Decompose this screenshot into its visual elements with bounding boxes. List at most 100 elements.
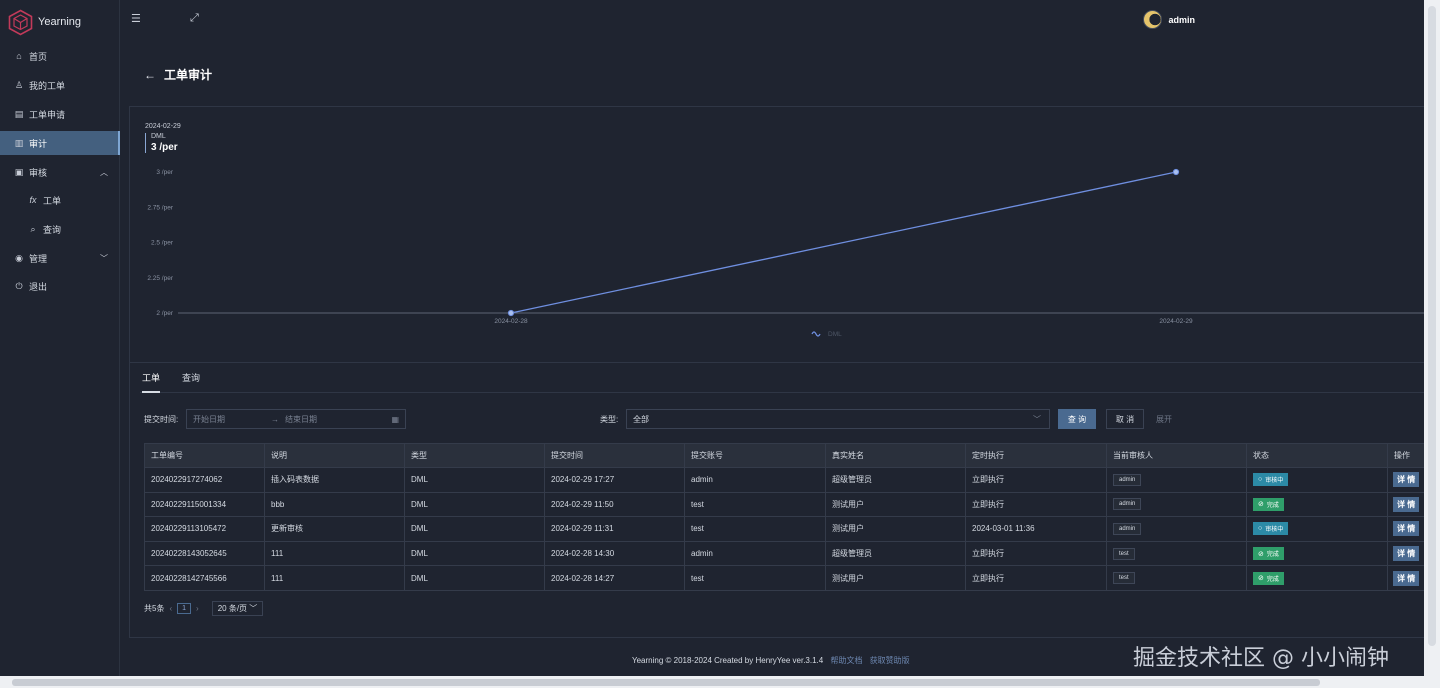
page-size-value: 20 条/页 bbox=[217, 604, 248, 613]
table-cell: 20240229113105472 bbox=[144, 516, 265, 542]
detail-button[interactable]: 详 情 bbox=[1393, 546, 1420, 562]
detail-button[interactable]: 详 情 bbox=[1393, 570, 1420, 586]
audit-icon: ▣ bbox=[14, 166, 24, 177]
table-cell: 详 情 bbox=[1387, 540, 1427, 567]
legend-marker bbox=[811, 331, 821, 337]
topbar: ☰ ⤢ admin bbox=[120, 0, 1424, 40]
sidebar-item-home[interactable]: ⌂ 首页 bbox=[0, 44, 120, 68]
function-icon: fx bbox=[29, 195, 37, 205]
page-size-select[interactable]: 20 条/页 ﹀ bbox=[211, 601, 264, 616]
col-header: 定时执行 bbox=[965, 443, 1107, 468]
tooltip-value: 3 /per bbox=[151, 142, 178, 153]
table-cell: admin bbox=[1106, 467, 1247, 493]
page-number[interactable]: 1 bbox=[177, 603, 192, 614]
table-cell: test bbox=[1106, 565, 1247, 591]
start-date-input[interactable]: 开始日期 bbox=[193, 414, 225, 424]
page-header: ← 工单审计 bbox=[144, 66, 212, 83]
table-cell: ○ 审核中 bbox=[1246, 467, 1388, 493]
type-select[interactable]: 全部 ﹀ bbox=[626, 409, 1050, 429]
status-label: 完成 bbox=[1266, 552, 1279, 559]
table-cell: admin bbox=[1106, 491, 1247, 518]
table-cell: ⊘ 完成 bbox=[1246, 565, 1388, 591]
y-tick-label: 2.75 /per bbox=[147, 204, 173, 211]
status-label: 完成 bbox=[1266, 576, 1279, 583]
vertical-scrollbar[interactable] bbox=[1424, 0, 1440, 688]
end-date-input[interactable]: 结束日期 bbox=[285, 414, 317, 424]
table-cell: test bbox=[1106, 540, 1247, 567]
logo[interactable]: Yearning bbox=[7, 9, 81, 35]
yearning-logo-icon bbox=[8, 9, 33, 35]
tooltip-series: DML bbox=[151, 133, 166, 140]
detail-button[interactable]: 详 情 bbox=[1393, 472, 1420, 488]
prev-page-icon[interactable]: ‹ bbox=[169, 604, 173, 613]
sidebar-item-audit-log[interactable]: ▥ 审计 bbox=[0, 131, 120, 155]
tab-orders[interactable]: 工单 bbox=[142, 371, 161, 393]
expand-button[interactable]: 展开 bbox=[1156, 414, 1172, 424]
table-cell: 2024022917274062 bbox=[144, 467, 265, 493]
form-icon: ▤ bbox=[14, 108, 24, 119]
calendar-icon: ▦ bbox=[391, 414, 399, 424]
detail-button[interactable]: 详 情 bbox=[1393, 521, 1420, 537]
user-menu[interactable]: admin bbox=[1143, 10, 1195, 29]
chevron-down-icon: ﹀ bbox=[249, 604, 258, 613]
chevron-down-icon: ﹀ bbox=[1033, 414, 1041, 424]
status-label: 审核中 bbox=[1265, 478, 1284, 485]
cancel-button[interactable]: 取 消 bbox=[1106, 409, 1144, 429]
table-cell: 更新审核 bbox=[264, 516, 405, 542]
sidebar-item-my-orders[interactable]: ♙ 我的工单 bbox=[0, 73, 120, 97]
table-cell: test bbox=[684, 516, 826, 542]
reviewer-tag: admin bbox=[1113, 522, 1142, 535]
table-cell: 2024-02-28 14:27 bbox=[544, 565, 685, 591]
series-line bbox=[510, 171, 1177, 314]
tooltip-date: 2024-02-29 bbox=[145, 123, 181, 130]
query-button[interactable]: 查 询 bbox=[1058, 409, 1096, 429]
back-arrow-icon[interactable]: ← bbox=[144, 67, 156, 82]
y-tick-label: 3 /per bbox=[156, 169, 173, 176]
sidebar-item-apply[interactable]: ▤ 工单申请 bbox=[0, 102, 120, 126]
tab-query[interactable]: 查询 bbox=[182, 373, 201, 383]
chart-tooltip: 2024-02-29 DML 3 /per bbox=[145, 123, 181, 153]
sidebar-item-review-query[interactable]: ⌕ 查询 bbox=[0, 217, 120, 241]
table-cell: 立即执行 bbox=[965, 467, 1107, 493]
horizontal-scrollbar[interactable] bbox=[0, 676, 1424, 688]
table-cell: 2024-02-28 14:30 bbox=[544, 540, 685, 567]
next-page-icon[interactable]: › bbox=[196, 604, 199, 613]
table-cell: 详 情 bbox=[1387, 565, 1427, 591]
sidebar-item-manage[interactable]: ◉ 管理 ﹀ bbox=[0, 246, 120, 270]
type-label: 类型: bbox=[600, 415, 619, 424]
col-header: 当前审核人 bbox=[1106, 443, 1247, 468]
date-range-picker[interactable]: 开始日期 → 结束日期 ▦ bbox=[186, 409, 406, 429]
reviewer-tag: test bbox=[1113, 572, 1135, 585]
status-badge: ○ 审核中 bbox=[1253, 473, 1289, 487]
search-icon: ⌕ bbox=[30, 223, 36, 234]
help-link[interactable]: 帮助文档 bbox=[830, 656, 863, 665]
table-cell: admin bbox=[684, 540, 826, 567]
table-cell: 测试用户 bbox=[825, 565, 966, 591]
pro-link[interactable]: 获取赞助版 bbox=[869, 656, 910, 665]
table-cell: 111 bbox=[264, 540, 405, 567]
menu-fold-icon[interactable]: ☰ bbox=[131, 13, 141, 25]
fullscreen-icon[interactable]: ⤢ bbox=[190, 12, 199, 24]
sidebar-item-label: 我的工单 bbox=[29, 80, 66, 91]
orders-table: 工单编号 说明 类型 提交时间 提交账号 真实姓名 定时执行 当前审核人 状态 … bbox=[144, 443, 1427, 591]
table-cell: DML bbox=[404, 516, 545, 542]
sidebar-item-review-orders[interactable]: fx 工单 bbox=[0, 188, 120, 212]
footer-text: Yearning © 2018-2024 Created by HenryYee… bbox=[632, 656, 824, 665]
table-cell: test bbox=[684, 565, 826, 591]
chart-icon: ▥ bbox=[14, 137, 24, 148]
sidebar-item-review[interactable]: ▣ 审核 ︿ bbox=[0, 160, 120, 184]
table-cell: DML bbox=[404, 491, 545, 518]
scrollbar-thumb[interactable] bbox=[1428, 6, 1436, 646]
table-cell: 20240228142745566 bbox=[144, 565, 265, 591]
chart-canvas: 2 /per 2.25 /per 2.5 /per 2.75 /per 3 /per 20… bbox=[147, 168, 1425, 338]
sidebar-item-logout[interactable]: ⏻ 退出 bbox=[0, 274, 120, 298]
status-label: 审核中 bbox=[1265, 527, 1284, 534]
data-point bbox=[1172, 168, 1180, 176]
scrollbar-thumb[interactable] bbox=[12, 679, 1320, 686]
col-header: 真实姓名 bbox=[825, 443, 966, 468]
table-cell: admin bbox=[684, 467, 826, 493]
table-cell: ⊘ 完成 bbox=[1246, 540, 1388, 567]
sidebar-item-label: 退出 bbox=[29, 281, 48, 292]
detail-button[interactable]: 详 情 bbox=[1393, 496, 1420, 512]
x-tick-label: 2024-02-29 bbox=[1159, 318, 1193, 325]
